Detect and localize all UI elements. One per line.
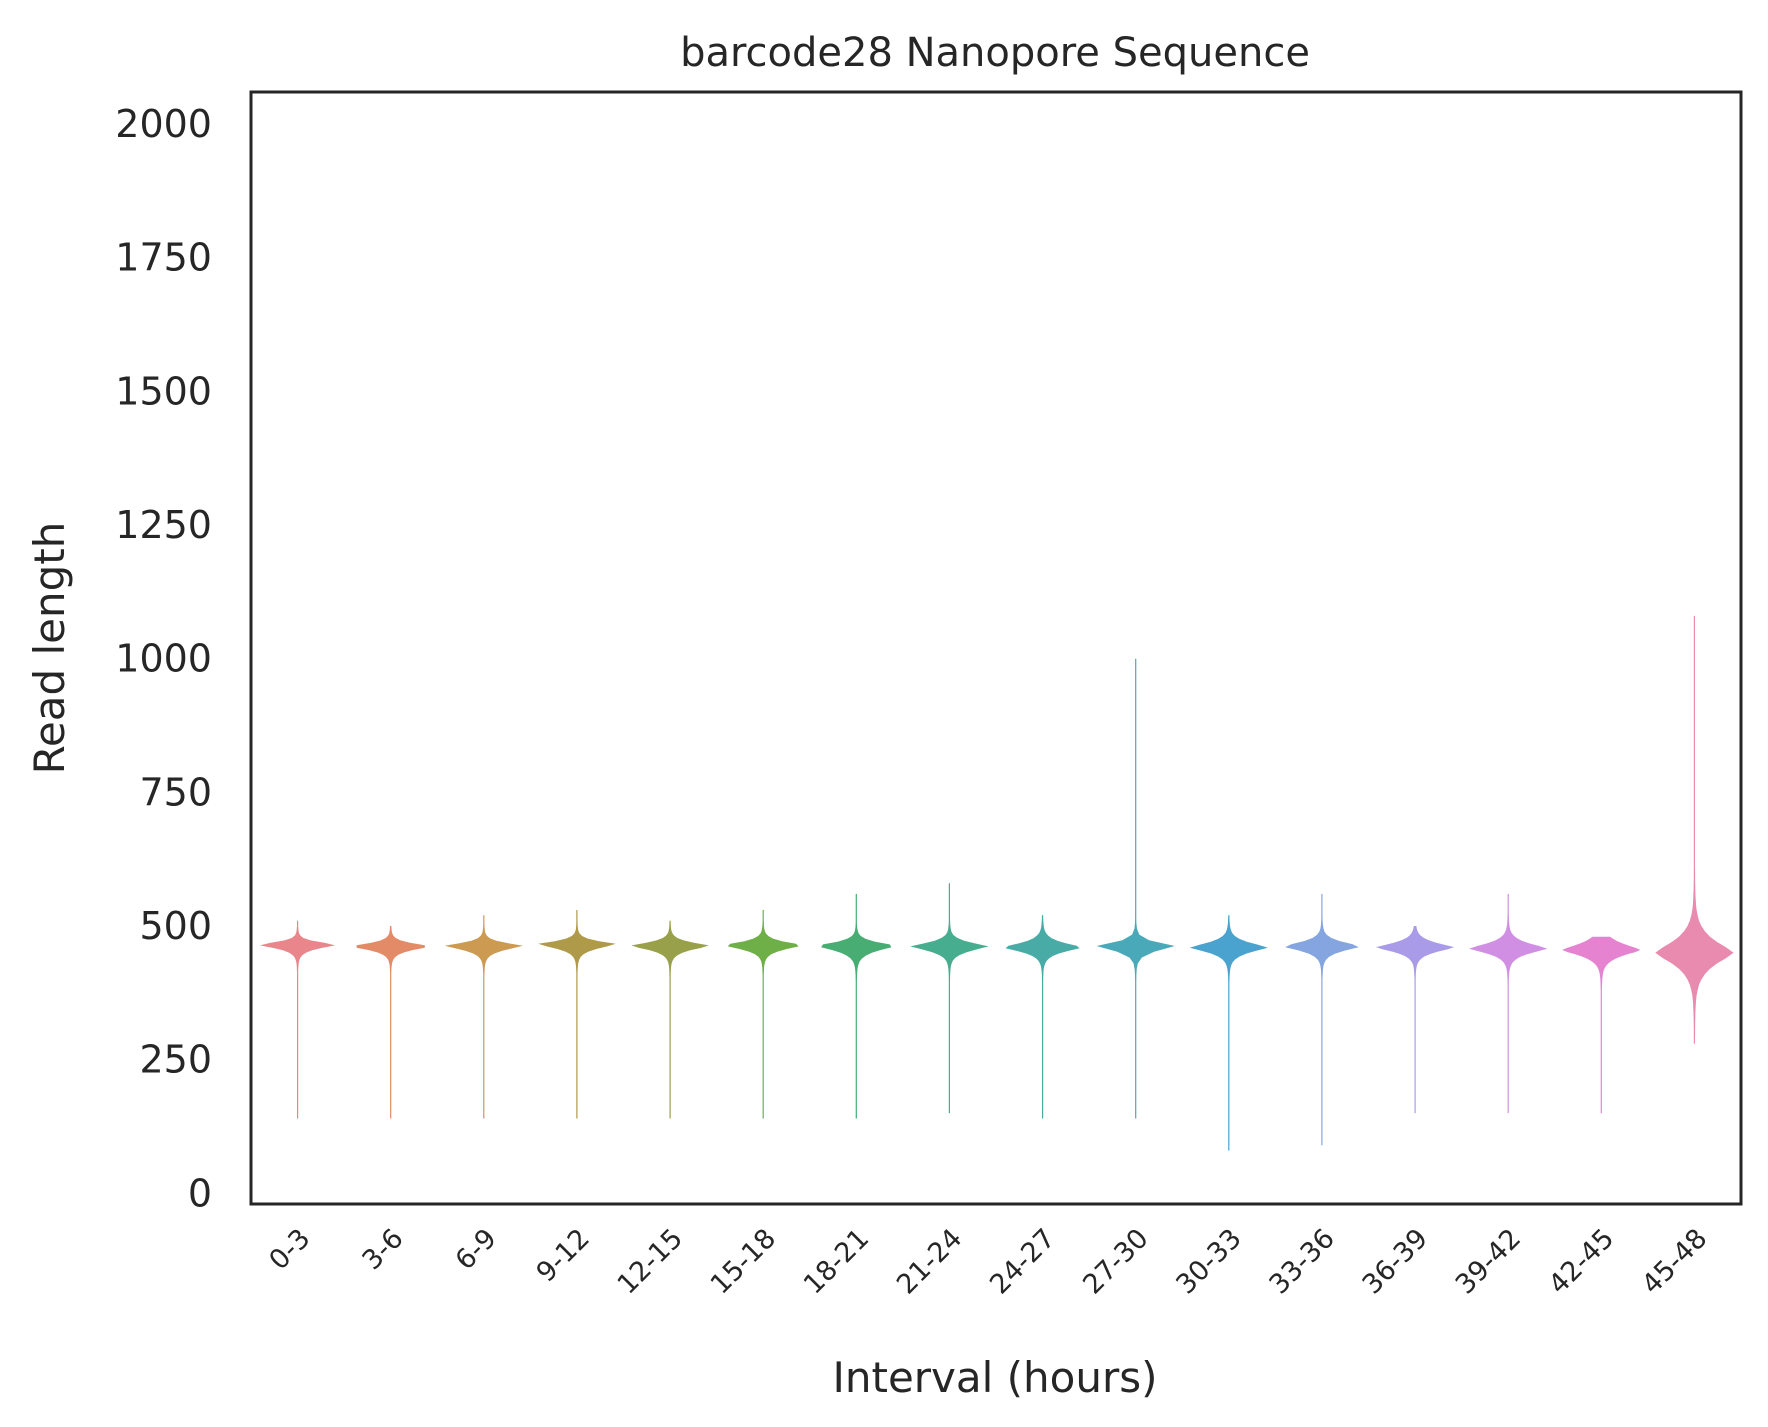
violin-15-18 — [727, 910, 799, 1119]
violin-39-42 — [1469, 893, 1548, 1114]
y-tick-label: 1500 — [115, 369, 212, 413]
y-tick-label: 2000 — [115, 102, 212, 146]
x-tick-label: 24-27 — [984, 1223, 1061, 1300]
x-tick-label: 36-39 — [1357, 1223, 1434, 1300]
y-tick-label: 500 — [139, 904, 212, 948]
y-tick-label: 250 — [139, 1038, 212, 1082]
y-tick-label: 1750 — [115, 236, 212, 280]
y-tick-label: 1250 — [115, 503, 212, 547]
x-tick-label: 18-21 — [798, 1223, 875, 1300]
y-tick-label: 1000 — [115, 637, 212, 681]
x-tick-labels: 0-3 3-6 6-9 9-12 12-15 15-18 18-21 21-24 24-27 27… — [263, 1223, 1713, 1300]
violin-42-45 — [1562, 936, 1641, 1114]
y-tick-labels: 0 250 500 750 1000 1250 1500 1750 2000 — [115, 102, 212, 1215]
violin-33-36 — [1285, 893, 1359, 1146]
x-tick-label: 21-24 — [891, 1223, 968, 1300]
y-axis-label: Read length — [25, 522, 74, 775]
violin-30-33 — [1189, 915, 1268, 1151]
violin-36-39 — [1376, 926, 1455, 1114]
x-tick-label: 39-42 — [1450, 1223, 1527, 1300]
x-tick-label: 27-30 — [1077, 1223, 1154, 1300]
y-tick-label: 750 — [139, 770, 212, 814]
x-tick-label: 33-36 — [1263, 1223, 1340, 1300]
chart-title: barcode28 Nanopore Sequence — [680, 30, 1310, 76]
violin-9-12 — [538, 910, 616, 1119]
x-tick-label: 12-15 — [612, 1223, 689, 1300]
violin-24-27 — [1005, 915, 1080, 1119]
violin-0-3 — [259, 920, 336, 1119]
violin-3-6 — [356, 926, 425, 1119]
x-tick-label: 30-33 — [1170, 1223, 1247, 1300]
x-axis-label: Interval (hours) — [832, 1353, 1157, 1402]
x-tick-label: 42-45 — [1543, 1223, 1620, 1300]
violin-45-48 — [1655, 615, 1734, 1044]
x-tick-label: 45-48 — [1636, 1223, 1713, 1300]
x-tick-label: 0-3 — [263, 1223, 316, 1276]
x-tick-label: 15-18 — [705, 1223, 782, 1300]
y-tick-label: 0 — [188, 1171, 212, 1215]
violin-12-15 — [631, 920, 709, 1119]
violin-27-30 — [1096, 658, 1175, 1119]
violin-group — [259, 615, 1734, 1151]
x-tick-label: 3-6 — [357, 1223, 410, 1276]
violin-18-21 — [821, 893, 892, 1119]
plot-frame — [249, 90, 1743, 1206]
x-tick-label: 9-12 — [531, 1223, 596, 1288]
x-tick-label: 6-9 — [450, 1223, 503, 1276]
violin-21-24 — [910, 883, 989, 1114]
violin-6-9 — [444, 915, 523, 1119]
